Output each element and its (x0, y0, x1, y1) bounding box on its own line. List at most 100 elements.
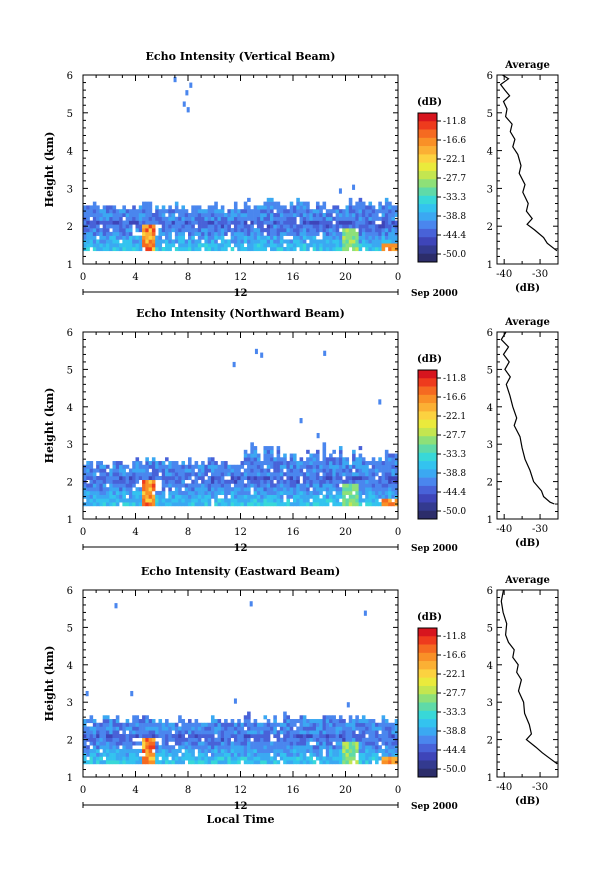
heatmap-cell (306, 235, 310, 240)
heatmap-cell (319, 726, 323, 731)
heatmap-cell (286, 487, 291, 492)
heatmap-cell (338, 231, 343, 236)
heatmap-cell (99, 468, 103, 473)
heatmap-cell (161, 239, 166, 244)
heatmap-cell (270, 726, 274, 731)
y-tick-label: 1 (67, 773, 73, 784)
heatmap-cell (197, 246, 202, 252)
colorbar-tick-label: -22.1 (443, 155, 466, 165)
heatmap-cell (388, 722, 392, 727)
heatmap-cell (105, 205, 110, 210)
heatmap-cell (207, 741, 212, 746)
heatmap-cell (194, 228, 199, 233)
heatmap-cell (214, 498, 218, 503)
heatmap-cell (122, 726, 126, 731)
heatmap-cell (194, 246, 199, 252)
heatmap-cell (335, 760, 340, 765)
heatmap-cell (194, 231, 199, 236)
heatmap-cell (270, 472, 274, 477)
heatmap-cell (319, 209, 323, 214)
heatmap-cell (237, 733, 241, 739)
heatmap-cell (293, 502, 297, 507)
heatmap-cell (394, 733, 399, 739)
heatmap-cell (270, 224, 274, 229)
heatmap-cell (352, 228, 356, 233)
heatmap-cell (260, 472, 264, 477)
heatmap-cell (220, 752, 225, 757)
heatmap-cell (142, 216, 146, 221)
heatmap-cell (102, 209, 107, 214)
heatmap-cell (125, 231, 130, 236)
heatmap-cell (394, 453, 399, 458)
heatmap-cell (132, 733, 136, 739)
heatmap-cell (89, 475, 94, 481)
heatmap-cell (240, 479, 245, 484)
heatmap-cell (217, 231, 222, 236)
heatmap-cell (83, 748, 87, 753)
heatmap-cell (247, 228, 251, 233)
heatmap-cell (345, 205, 350, 210)
heatmap-cell (155, 464, 159, 469)
heatmap-cell (247, 741, 251, 746)
heatmap-cell (161, 730, 166, 735)
heatmap-cell (322, 760, 327, 765)
heatmap-cell (92, 719, 97, 724)
y-tick-label: 2 (67, 736, 73, 747)
heatmap-cell (338, 446, 343, 451)
heatmap-cell (256, 246, 261, 252)
heatmap-cell (266, 483, 271, 488)
heatmap-cell (188, 745, 192, 750)
heatmap-cell (315, 730, 320, 735)
heatmap-cell (378, 243, 382, 248)
heatmap-cell (260, 502, 264, 507)
heatmap-cell (256, 722, 261, 727)
heatmap-cell (188, 730, 192, 735)
heatmap-cell (342, 246, 346, 252)
heatmap-cell (368, 224, 373, 229)
date-label: Sep 2000 (411, 544, 458, 554)
heatmap-cell (165, 752, 169, 757)
heatmap-cell (207, 760, 212, 765)
heatmap-cell (315, 449, 320, 454)
heatmap-cell (145, 216, 149, 221)
heatmap-cell (329, 239, 333, 244)
heatmap-cell (105, 760, 110, 765)
heatmap-cell (371, 494, 376, 499)
heatmap-cell (293, 212, 297, 218)
heatmap-cell (217, 243, 222, 248)
heatmap-cell (273, 246, 277, 252)
heatmap-cell (283, 220, 287, 225)
heatmap-cell (289, 722, 294, 727)
heatmap-cell (388, 498, 392, 503)
heatmap-cell (92, 479, 97, 484)
heatmap-cell (253, 246, 258, 252)
heatmap-cell (253, 453, 258, 458)
heatmap-cell (348, 479, 353, 484)
heatmap-cell (138, 730, 143, 735)
heatmap-cell (210, 748, 215, 753)
heatmap-cell (135, 209, 140, 214)
heatmap-cell (358, 220, 363, 225)
heatmap-cell (365, 475, 369, 481)
heatmap-cell (319, 239, 323, 244)
heatmap-cell (335, 216, 340, 221)
heatmap-cell (342, 748, 346, 753)
heatmap-cell (394, 498, 399, 503)
heatmap-cell (260, 209, 264, 214)
heatmap-cell (224, 490, 228, 495)
heatmap-cell (214, 487, 218, 492)
heatmap-cell (302, 741, 307, 746)
heatmap-cell (220, 483, 225, 488)
heatmap-cell (391, 502, 396, 507)
heatmap-cell (342, 487, 346, 492)
heatmap-cell (168, 468, 172, 473)
heatmap-cell (112, 752, 117, 757)
heatmap-cell (384, 760, 389, 765)
heatmap-cell (138, 733, 143, 739)
heatmap-cell (161, 475, 166, 481)
heatmap-cell (165, 730, 169, 735)
heatmap-cell (161, 487, 166, 492)
heatmap-cell (197, 498, 202, 503)
heatmap-cell (345, 246, 350, 252)
heatmap-cell (161, 209, 166, 214)
